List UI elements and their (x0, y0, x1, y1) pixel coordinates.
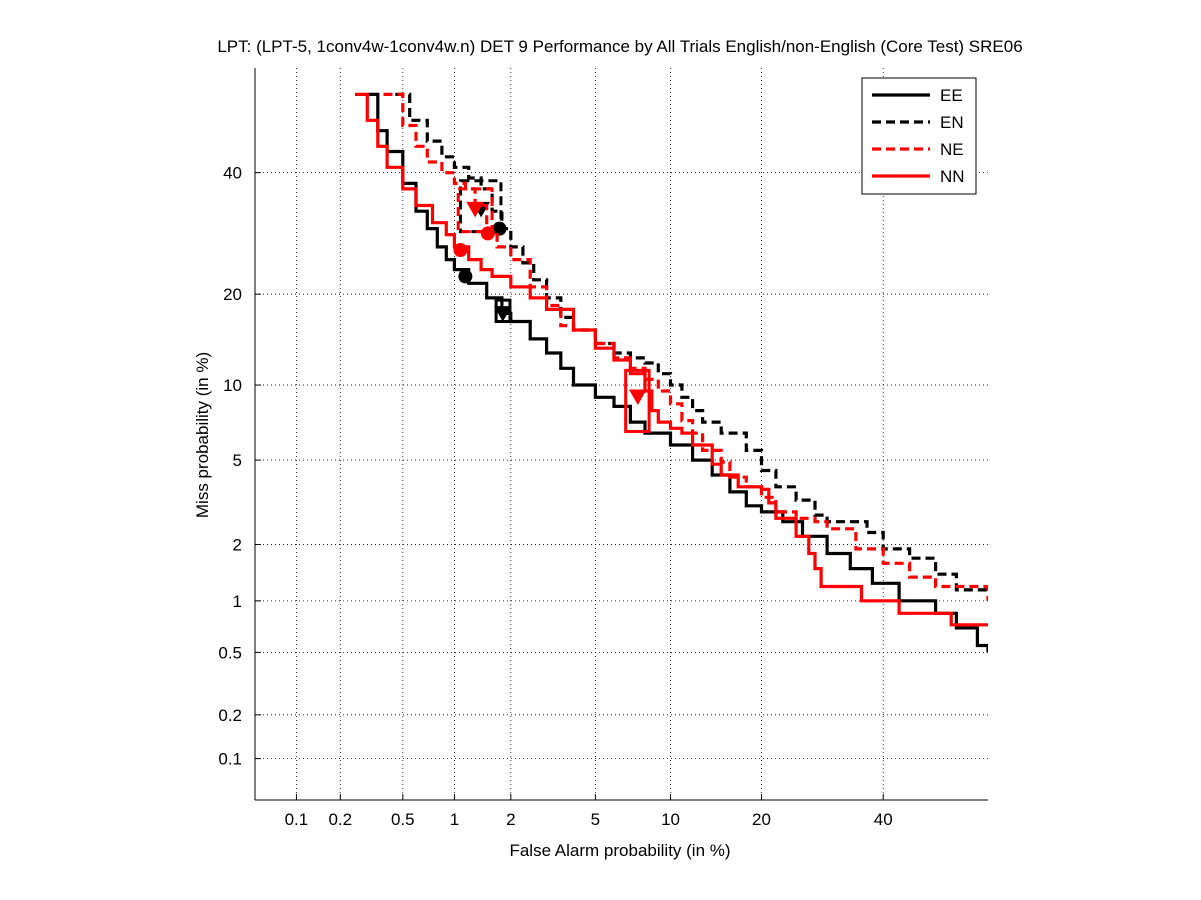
y-tick-label: 10 (223, 376, 242, 395)
act-dcf-box-en (458, 179, 503, 234)
x-axis-label: False Alarm probability (in %) (509, 841, 730, 860)
y-axis-label: Miss probability (in %) (193, 352, 212, 518)
x-tick-label: 0.1 (285, 810, 309, 829)
x-tick-label: 10 (661, 810, 680, 829)
min-dcf-marker-en (492, 221, 507, 236)
legend-label-ee: EE (940, 86, 963, 105)
x-tick-label: 1 (450, 810, 459, 829)
act-dcf-box-nn (624, 368, 651, 433)
y-tick-label: 2 (233, 536, 242, 555)
x-tick-label: 0.5 (391, 810, 415, 829)
series-line-nn (355, 92, 988, 627)
x-tick-label: 0.2 (328, 810, 352, 829)
act-dcf-marker-ne (466, 201, 484, 218)
y-tick-label: 20 (223, 285, 242, 304)
series-line-en (395, 92, 988, 594)
x-tick-label: 20 (752, 810, 771, 829)
act-dcf-box-ee (494, 298, 512, 324)
legend-label-en: EN (940, 113, 964, 132)
y-tick-label: 0.5 (218, 643, 242, 662)
act-dcf-marker-nn (628, 389, 647, 406)
min-dcf-marker-ne (480, 226, 495, 241)
y-tick-label: 5 (233, 451, 242, 470)
x-tick-label: 2 (506, 810, 515, 829)
x-axis-ticks: 0.1 0.2 0.5 1 2 5 10 20 40 (285, 794, 893, 829)
series-layer (355, 92, 988, 653)
y-tick-label: 40 (223, 164, 242, 183)
y-tick-label: 1 (233, 592, 242, 611)
min-dcf-marker-ee (458, 269, 473, 284)
min-dcf-marker-nn (453, 243, 468, 258)
x-tick-label: 40 (874, 810, 893, 829)
x-tick-label: 5 (591, 810, 600, 829)
legend-label-ne: NE (940, 140, 964, 159)
chart-title: LPT: (LPT-5, 1conv4w-1conv4w.n) DET 9 Pe… (217, 37, 1022, 56)
act-dcf-box-ne (456, 187, 494, 234)
plot-frame (254, 68, 988, 801)
legend: EE EN NE NN (861, 77, 977, 195)
series-line-ee (367, 92, 988, 653)
y-axis-ticks: 0.1 0.2 0.5 1 2 5 10 20 40 (218, 164, 261, 769)
act-dcf-marker-ee (493, 306, 512, 322)
legend-label-nn: NN (940, 167, 965, 186)
y-tick-label: 0.1 (218, 750, 242, 769)
y-tick-label: 0.2 (218, 706, 242, 725)
